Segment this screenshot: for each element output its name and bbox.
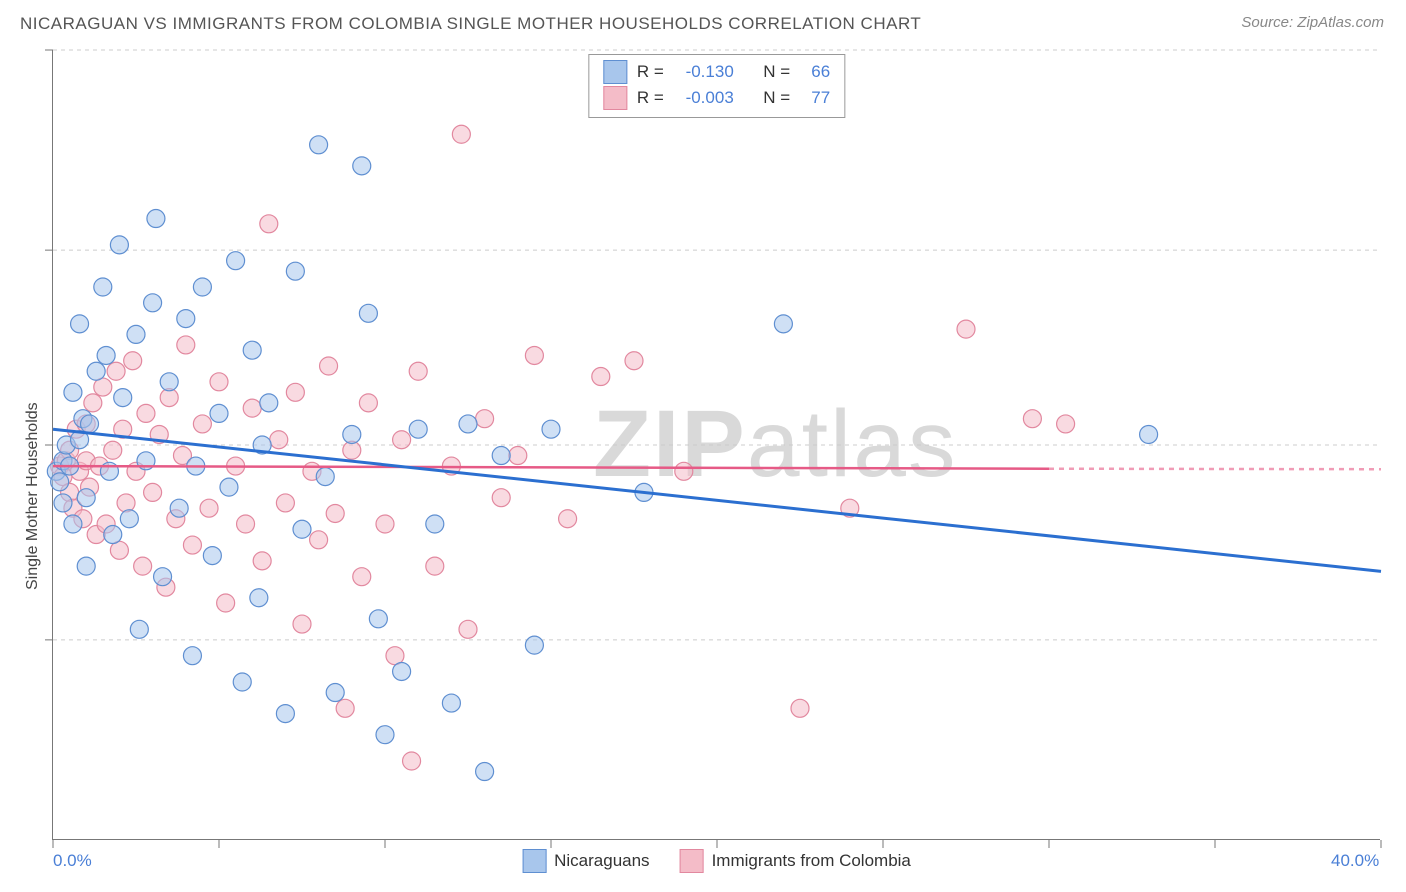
legend: Nicaraguans Immigrants from Colombia bbox=[522, 849, 911, 873]
legend-item-2: Immigrants from Colombia bbox=[680, 849, 911, 873]
swatch-pink bbox=[603, 86, 627, 110]
legend-label: Immigrants from Colombia bbox=[712, 851, 911, 871]
x-tick-label: 40.0% bbox=[1331, 851, 1379, 871]
legend-label: Nicaraguans bbox=[554, 851, 649, 871]
x-tick-label: 0.0% bbox=[53, 851, 92, 871]
scatter-chart: ZIPatlas R = -0.130 N = 66 R = -0.003 N … bbox=[52, 50, 1380, 840]
stats-row-1: R = -0.130 N = 66 bbox=[603, 59, 830, 85]
y-axis-label: Single Mother Households bbox=[24, 402, 42, 590]
chart-title: NICARAGUAN VS IMMIGRANTS FROM COLOMBIA S… bbox=[20, 14, 921, 34]
source-attribution: Source: ZipAtlas.com bbox=[1241, 14, 1384, 31]
swatch-blue bbox=[603, 60, 627, 84]
chart-svg bbox=[53, 50, 1381, 840]
swatch-pink bbox=[680, 849, 704, 873]
stats-box: R = -0.130 N = 66 R = -0.003 N = 77 bbox=[588, 54, 845, 118]
swatch-blue bbox=[522, 849, 546, 873]
legend-item-1: Nicaraguans bbox=[522, 849, 649, 873]
stats-row-2: R = -0.003 N = 77 bbox=[603, 85, 830, 111]
